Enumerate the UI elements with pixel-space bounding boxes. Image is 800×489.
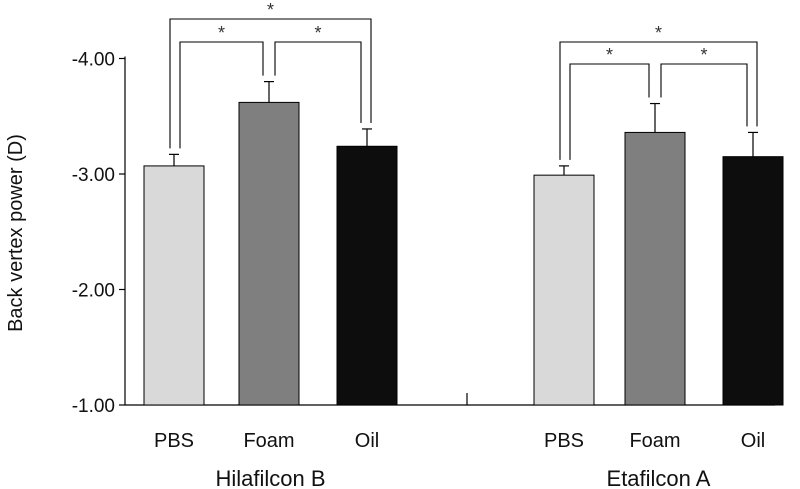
group-label-2: Etafilcon A [607,466,711,489]
sig-star-2-2: * [655,23,662,43]
bar-2-pbs [533,174,595,406]
sig-bracket-1-0 [179,41,264,149]
category-label-2-oil: Oil [741,430,765,452]
bar-2-foam [624,131,686,406]
y-tick-label-0: -1.00 [72,396,115,417]
bar-1-foam [238,101,300,406]
category-label-2-foam: Foam [629,430,680,452]
sig-bracket-1-1 [274,41,362,123]
sig-star-1-0: * [218,23,225,43]
category-label-1-foam: Foam [243,430,294,452]
sig-bracket-2-2 [559,41,758,160]
sig-bracket-2-0 [569,63,650,160]
bar-1-oil [336,145,398,406]
labels: -1.00 -2.00 -3.00 -4.00 Back vertex power (D… [5,0,765,489]
bar-1-pbs [143,165,205,406]
y-tick-label-3: -4.00 [72,50,115,71]
category-label-1-pbs: PBS [154,430,194,452]
sig-star-1-2: * [267,0,274,20]
bars [143,80,784,406]
sig-star-2-1: * [700,45,707,65]
category-label-1-oil: Oil [355,430,379,452]
y-tick-label-2: -3.00 [72,165,115,186]
sig-star-1-1: * [314,23,321,43]
sig-bracket-2-1 [660,63,748,127]
sig-star-2-0: * [606,45,613,65]
sig-bracket-1-2 [169,18,372,149]
category-label-2-pbs: PBS [544,430,584,452]
significance-brackets [169,18,758,160]
group-label-1: Hilafilcon B [215,466,325,489]
y-axis-label: Back vertex power (D) [5,134,27,332]
bar-2-oil [722,156,784,406]
y-tick-label-1: -2.00 [72,281,115,302]
